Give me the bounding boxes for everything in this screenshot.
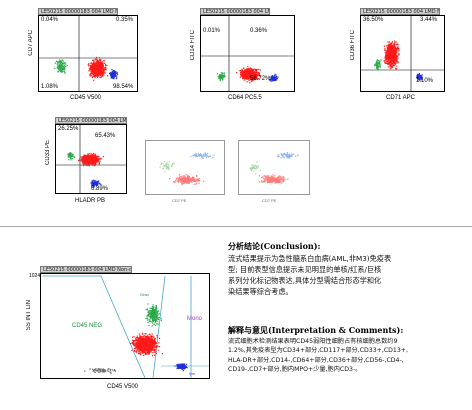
plot2-cloud-red [236, 66, 261, 84]
plot3-frame [360, 15, 445, 92]
plot7-scatter [43, 275, 209, 378]
plot1-cloud-red [87, 56, 109, 81]
plot3-cloud-red [383, 40, 400, 70]
plot2-cloud-blue [268, 73, 279, 82]
plot5-frame [145, 140, 225, 195]
plot1-ylabel: CD7 APC [28, 30, 34, 56]
conclusion-line: 染结果等综合考虑。 [228, 287, 293, 296]
plot3-cloud-blue [415, 73, 423, 81]
plot1-frame [38, 15, 138, 92]
conclusion-line: 流式结果提示为急性髓系白血病(AML,非M3)免疫表 [228, 254, 392, 263]
plot1-cloud-blue [109, 69, 119, 80]
plot3-q-tr: 3.44% [420, 17, 438, 23]
plot6-cloud-blue [277, 152, 299, 159]
plot7-cloud-green [145, 303, 162, 327]
conclusion-line: 型; 目前表型信息提示未见明显的单核/红系/巨核 [228, 265, 382, 274]
plot3-cloud-green [374, 59, 382, 71]
plot7-cloud-debris [84, 367, 117, 374]
plot3-ylabel: CD36 FITC [350, 30, 356, 61]
plot7-gate-mono: Mono [187, 316, 203, 322]
plot2-cloud-green [216, 72, 226, 82]
plot7-gate-cd45neg: CD45 NEG [72, 323, 103, 329]
plot2-q-tr: 0.36% [250, 28, 268, 34]
plot4-q-br: 6.89% [91, 186, 109, 192]
plot4-cloud-red [78, 152, 105, 167]
plot3-scatter [361, 16, 444, 91]
plot2-q-tl: 0.01% [203, 28, 221, 34]
plot4-ylabel: CD33 PE [45, 140, 51, 166]
plot7-gate-gran: Gran [140, 292, 149, 297]
plot4-xlabel: HLADR PB [75, 198, 106, 204]
plot1-scatter [39, 16, 137, 91]
plot4-q-tl: 26.25% [58, 126, 79, 132]
plot2-ylabel: CD14 FITC [190, 30, 196, 61]
plot4-q-tr: 65.43% [95, 133, 116, 139]
interpretation-body: 流式细胞术检测结果表明CD45弱阳性细胞占有核细胞总数约9 1.2%,其免疫表型… [228, 337, 470, 375]
plot5-cloud-blue [190, 152, 215, 160]
plot3-caption: LE50215 00000183 004 LMD Non-data [360, 8, 440, 15]
plot7-gate-mono-left [152, 275, 166, 378]
plot7-cloud-blue [174, 363, 188, 372]
plot4-cloud-blue [90, 179, 102, 188]
interpretation-line: CD19-,CD7+部分,胞内MPO+少量,胞内CD3-。 [228, 366, 362, 374]
interpretation-heading: 解释与意见(Interpretation & Comments): [228, 325, 404, 335]
plot7-gate-lym: lym [189, 371, 196, 376]
interpretation-line: 流式细胞术检测结果表明CD45弱阳性细胞占有核细胞总数约9 [228, 338, 398, 345]
plot2-scatter [201, 16, 294, 91]
conclusion-line: 系列分化标记物表达,具体分型需结合形态学和化 [228, 276, 382, 285]
plot6-xlabel: CD7 PE [262, 198, 277, 203]
plot7-frame [40, 273, 210, 379]
plot4-cloud-green [67, 152, 76, 161]
plot1-q-tr: 0.35% [116, 17, 134, 23]
interpretation-line: 1.2%,其免疫表型为CD34+部分,CD117+部分,CD33+,CD13+, [228, 347, 408, 355]
plot7-cloud-red [129, 332, 163, 357]
plot3-xlabel: CD71 APC [386, 95, 416, 101]
plot4-frame [55, 124, 127, 194]
plot2-frame [200, 15, 295, 92]
plot4-scatter [56, 125, 126, 193]
section-divider [0, 226, 472, 227]
plot7-xlabel: CD45 V500 [107, 384, 139, 390]
plot7-caption: LE50215 00000183 004 LMD Non-data [40, 266, 132, 273]
plot1-q-bl: 1.08% [41, 84, 59, 90]
plot4-caption: LE50215 00000183 004 LMD Non-data [55, 117, 127, 124]
plot2-xlabel: CD64 PC5.5 [228, 95, 262, 101]
plot1-caption: LE50215 00000183 004 LMD Non-data [38, 8, 118, 15]
plot7-ylabel: SS INT LIN [26, 300, 32, 331]
plot5-scatter [159, 152, 215, 185]
plot2-caption: LE50215 00000183 004 LMD Non-data [200, 8, 270, 15]
plot5-xlabel: CD7 PE [172, 198, 187, 203]
plot2-q-br: 56.72% [250, 76, 271, 82]
plot3-q-tl: 36.50% [363, 17, 384, 23]
plot5-cloud-green [159, 161, 175, 172]
conclusion-body: 流式结果提示为急性髓系白血病(AML,非M3)免疫表 型; 目前表型信息提示未见… [228, 253, 468, 297]
plot1-xlabel: CD45 V500 [70, 95, 102, 101]
plot7-tick: 1024 [29, 273, 41, 279]
plot6-cloud-red [258, 174, 289, 184]
plot1-cloud-green [54, 59, 68, 74]
conclusion-heading: 分析结论(Conclusion): [228, 241, 321, 251]
plot6-frame [238, 140, 310, 195]
plot1-q-tl: 0.04% [41, 17, 59, 23]
plot5-cloud-red [169, 174, 205, 185]
interpretation-line: HLA-DR+部分,CD14-,CD64+部分,CD36+部分,CD56-,CD… [228, 356, 404, 364]
plot1-q-br: 98.54% [113, 84, 134, 90]
plot6-cloud-green [249, 161, 262, 175]
plot3-q-br: 1.10% [416, 78, 434, 84]
plot6-scatter [249, 152, 299, 184]
